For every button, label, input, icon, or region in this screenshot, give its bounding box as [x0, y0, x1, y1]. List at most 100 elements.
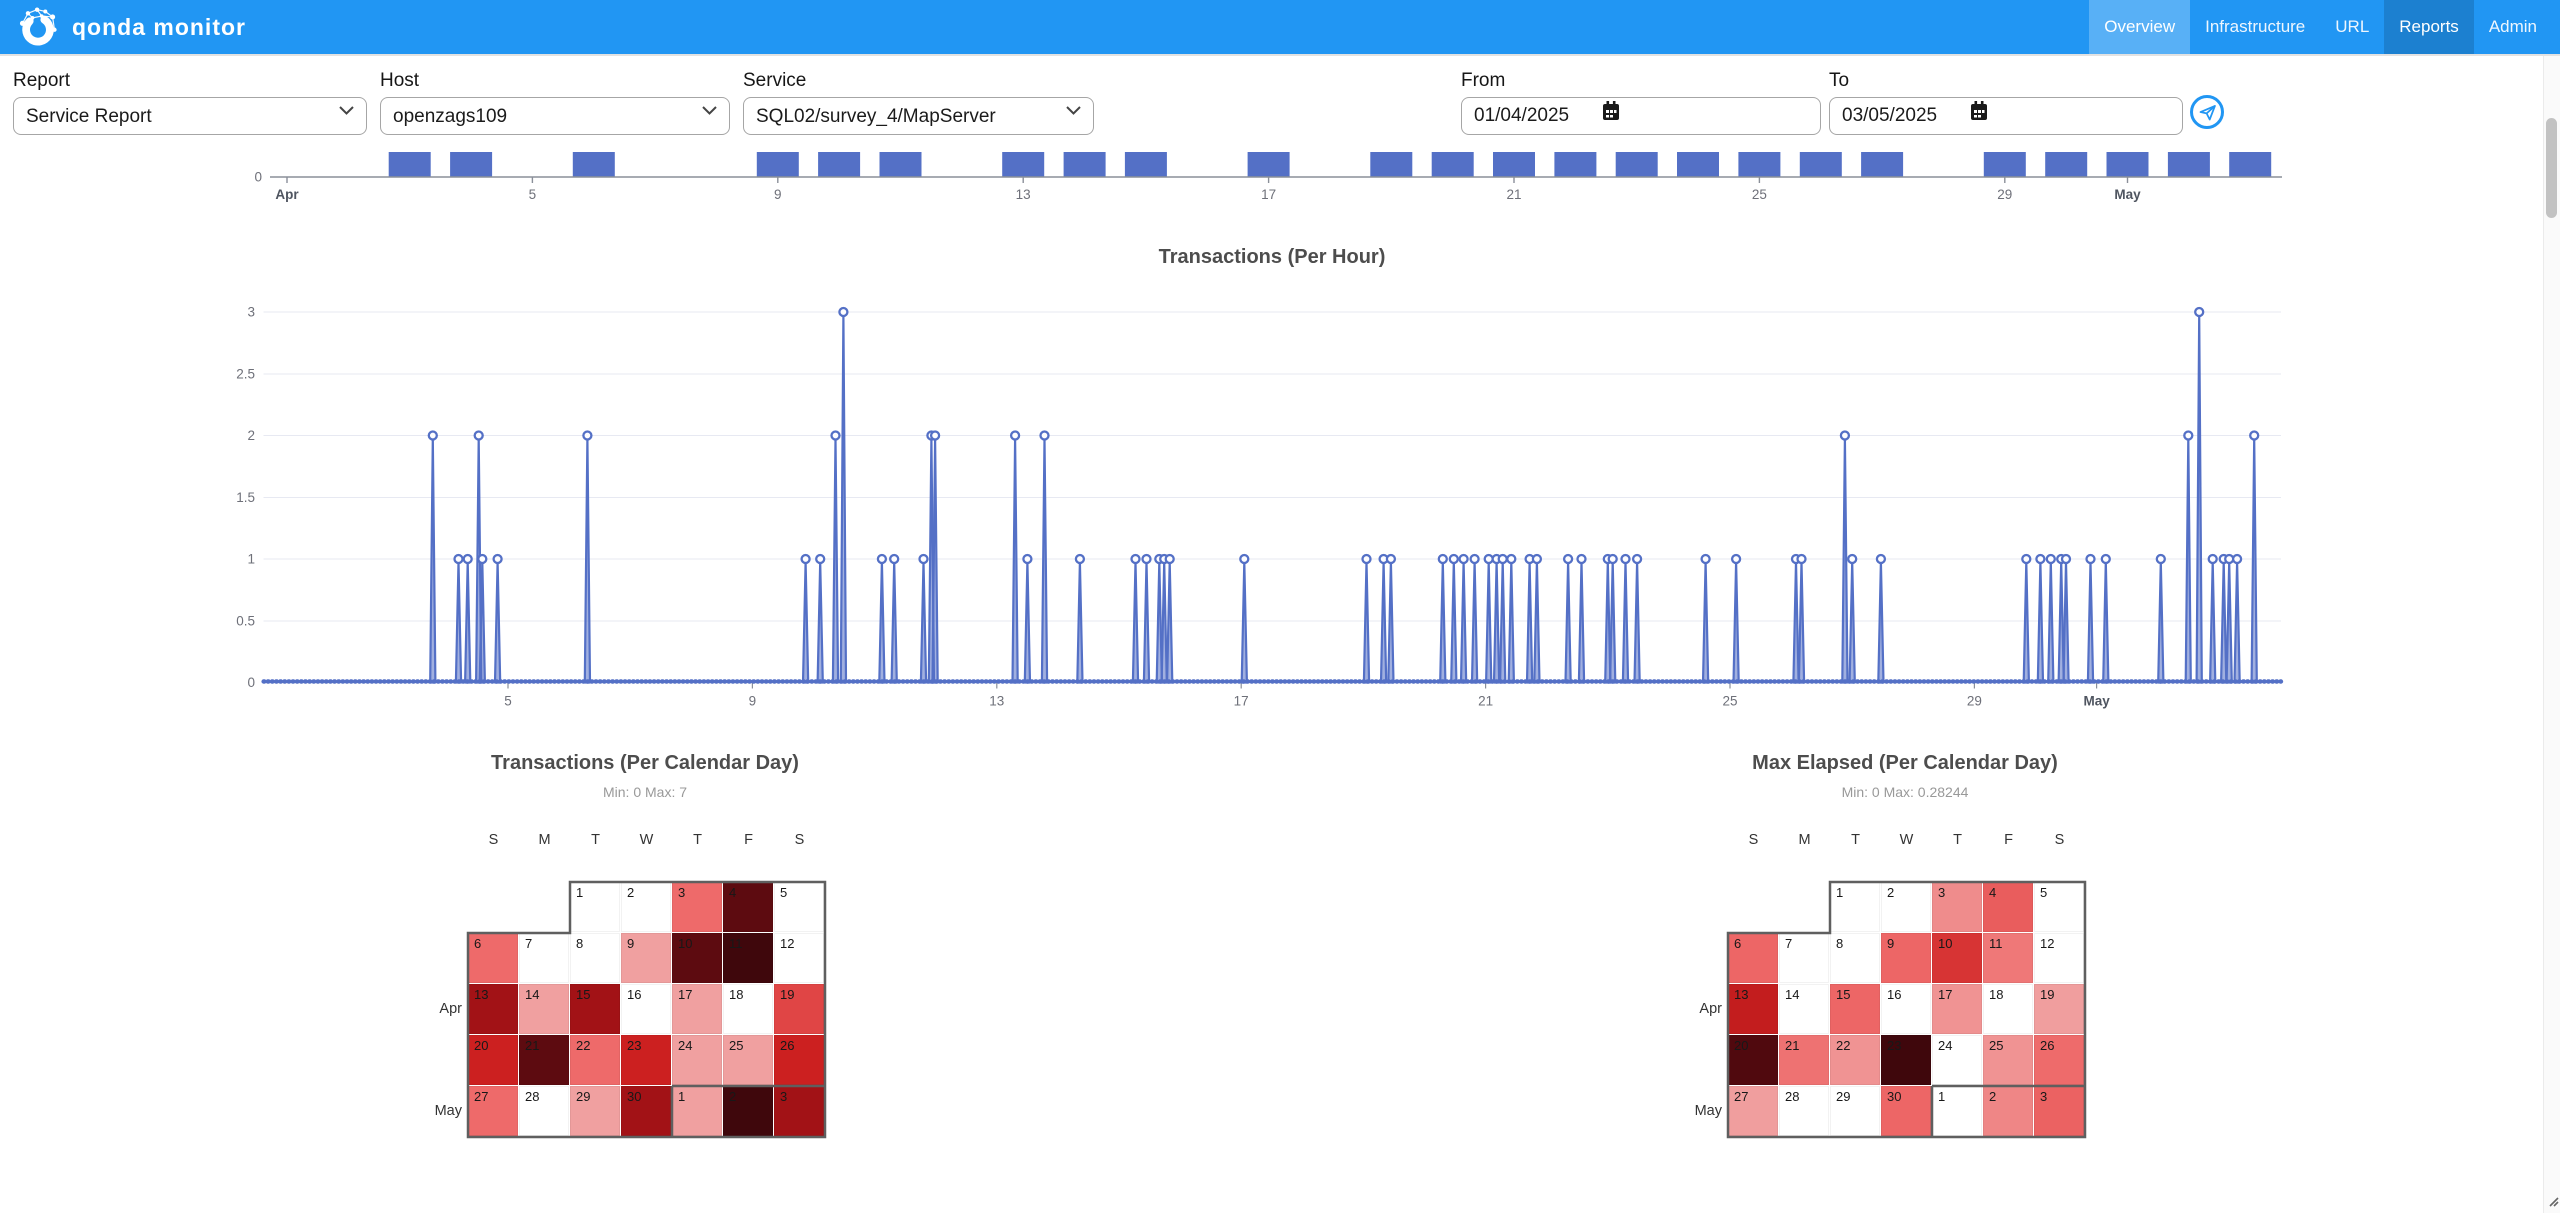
- strip-bar: [1431, 152, 1474, 177]
- report-field: Report Service Report: [13, 70, 367, 135]
- calendar-cell: 15: [570, 984, 620, 1034]
- day-number: 15: [1836, 987, 1851, 1002]
- spike-marker: [1839, 430, 1851, 441]
- spike: [839, 313, 848, 684]
- calendar-cell: 2: [621, 882, 671, 932]
- host-label: Host: [380, 70, 420, 91]
- spike: [931, 437, 939, 684]
- day-number: 9: [1887, 936, 1895, 951]
- nav-item-overview[interactable]: Overview: [2089, 0, 2191, 54]
- scrollbar-thumb[interactable]: [2546, 118, 2557, 218]
- spike-marker: [1576, 553, 1587, 565]
- x-tick-label: 25: [1722, 694, 1737, 709]
- spike-marker: [477, 553, 488, 565]
- day-number: 13: [1734, 987, 1749, 1002]
- spike: [2062, 560, 2070, 684]
- calendar-cell: 5: [2034, 882, 2084, 932]
- day-number: 29: [576, 1089, 591, 1104]
- availability-strip-chart[interactable]: Apr 5 9 13 17 21 25 29 May 0: [230, 135, 2300, 207]
- calendar-cell: 1: [1932, 1086, 1982, 1136]
- calendar-cell: 25: [1983, 1035, 2033, 1085]
- nav-item-infrastructure[interactable]: Infrastructure: [2205, 17, 2306, 36]
- calendar-cell: 28: [519, 1086, 569, 1136]
- max-elapsed-calendar-heatmap[interactable]: Max Elapsed (Per Calendar Day) Min: 0 Ma…: [1680, 748, 2140, 1148]
- spike: [1848, 560, 1856, 684]
- hourly-chart-title: Transactions (Per Hour): [1158, 246, 1386, 268]
- day-number: 16: [627, 987, 642, 1002]
- run-report-button[interactable]: [2190, 95, 2224, 129]
- to-field: To: [1829, 70, 2183, 135]
- spike-marker: [1506, 553, 1517, 565]
- nav-item-reports[interactable]: Reports: [2384, 0, 2474, 54]
- calendar-cell: 17: [672, 984, 722, 1034]
- strip-tick-label: Apr: [275, 187, 299, 202]
- top-navbar: qonda monitor Overview Infrastructure URL R…: [0, 0, 2560, 54]
- weekday-header: S: [488, 832, 499, 848]
- strip-bar: [2045, 152, 2088, 177]
- from-date-input[interactable]: [1461, 97, 1821, 135]
- spike-marker: [2021, 553, 2032, 565]
- weekday-header: T: [591, 832, 600, 848]
- service-select[interactable]: SQL02/survey_4/MapServer: [743, 97, 1094, 135]
- resize-grip-icon[interactable]: [2546, 1194, 2559, 1212]
- spike: [583, 437, 592, 684]
- transactions-calendar-heatmap[interactable]: Transactions (Per Calendar Day) Min: 0 M…: [420, 748, 880, 1148]
- day-number: 23: [627, 1038, 642, 1053]
- spike: [1131, 560, 1140, 684]
- calendar-cell: 19: [2034, 984, 2084, 1034]
- to-date-input[interactable]: [1829, 97, 2183, 135]
- report-select[interactable]: Service Report: [13, 97, 367, 135]
- y-axis-label: 3: [247, 305, 255, 320]
- strip-tick-label: 25: [1752, 187, 1767, 202]
- weekday-header: M: [1798, 832, 1811, 848]
- weekday-header: S: [794, 832, 805, 848]
- spike: [2102, 560, 2110, 684]
- calendar-cell: 13: [468, 984, 518, 1034]
- strip-bar: [2167, 152, 2210, 177]
- vertical-scrollbar[interactable]: [2543, 56, 2560, 1213]
- spike-marker: [1875, 553, 1887, 565]
- calendar-cell: 3: [774, 1086, 824, 1136]
- day-number: 18: [1989, 987, 2004, 1002]
- calendar-cell: 14: [519, 984, 569, 1034]
- spike-marker: [800, 553, 811, 565]
- calendar-cell: 16: [621, 984, 671, 1034]
- strip-bar: [756, 152, 799, 177]
- strip-bar: [1861, 152, 1904, 177]
- day-number: 12: [780, 936, 795, 951]
- calendar-cell: 22: [1830, 1035, 1880, 1085]
- y-axis-label: 0: [247, 675, 255, 690]
- day-number: 8: [576, 936, 584, 951]
- spike-marker: [2183, 430, 2194, 441]
- calendar-cell: 2: [723, 1086, 773, 1136]
- spike: [1439, 560, 1447, 684]
- spike-marker: [1074, 553, 1086, 565]
- calendar-cell: 23: [1881, 1035, 1931, 1085]
- service-field: Service SQL02/survey_4/MapServer: [743, 70, 1094, 135]
- spike-marker: [2100, 553, 2111, 565]
- weekday-header: T: [1953, 832, 1962, 848]
- spike-marker: [1361, 553, 1372, 565]
- spike-marker: [1437, 553, 1448, 565]
- spike-marker: [2194, 306, 2205, 318]
- strip-tick-label: 5: [529, 187, 537, 202]
- weekday-header: T: [1851, 832, 1860, 848]
- calendar-cell: 6: [1728, 933, 1778, 983]
- day-number: 25: [729, 1038, 744, 1053]
- strip-tick-label: 29: [1997, 187, 2012, 202]
- strip-tick-label: 17: [1261, 187, 1276, 202]
- spike: [1608, 560, 1617, 684]
- spike: [1240, 560, 1249, 684]
- host-select[interactable]: openzags109: [380, 97, 730, 135]
- spike: [2184, 437, 2192, 684]
- transactions-per-hour-chart[interactable]: 0 0.5 1 1.5 2 2.5 3 5 9 13 17 21 25 29 May: [230, 290, 2330, 730]
- weekday-header: S: [1748, 832, 1759, 848]
- calendar-title: Max Elapsed (Per Calendar Day): [1752, 752, 2058, 774]
- strip-bar: [1124, 152, 1167, 177]
- nav-item-admin[interactable]: Admin: [2488, 17, 2537, 36]
- calendar-cell: 1: [570, 882, 620, 932]
- spike-marker: [1847, 553, 1858, 565]
- calendar-cell: 7: [1779, 933, 1829, 983]
- calendar-minmax: Min: 0 Max: 7: [602, 784, 688, 800]
- nav-item-url[interactable]: URL: [2335, 17, 2370, 36]
